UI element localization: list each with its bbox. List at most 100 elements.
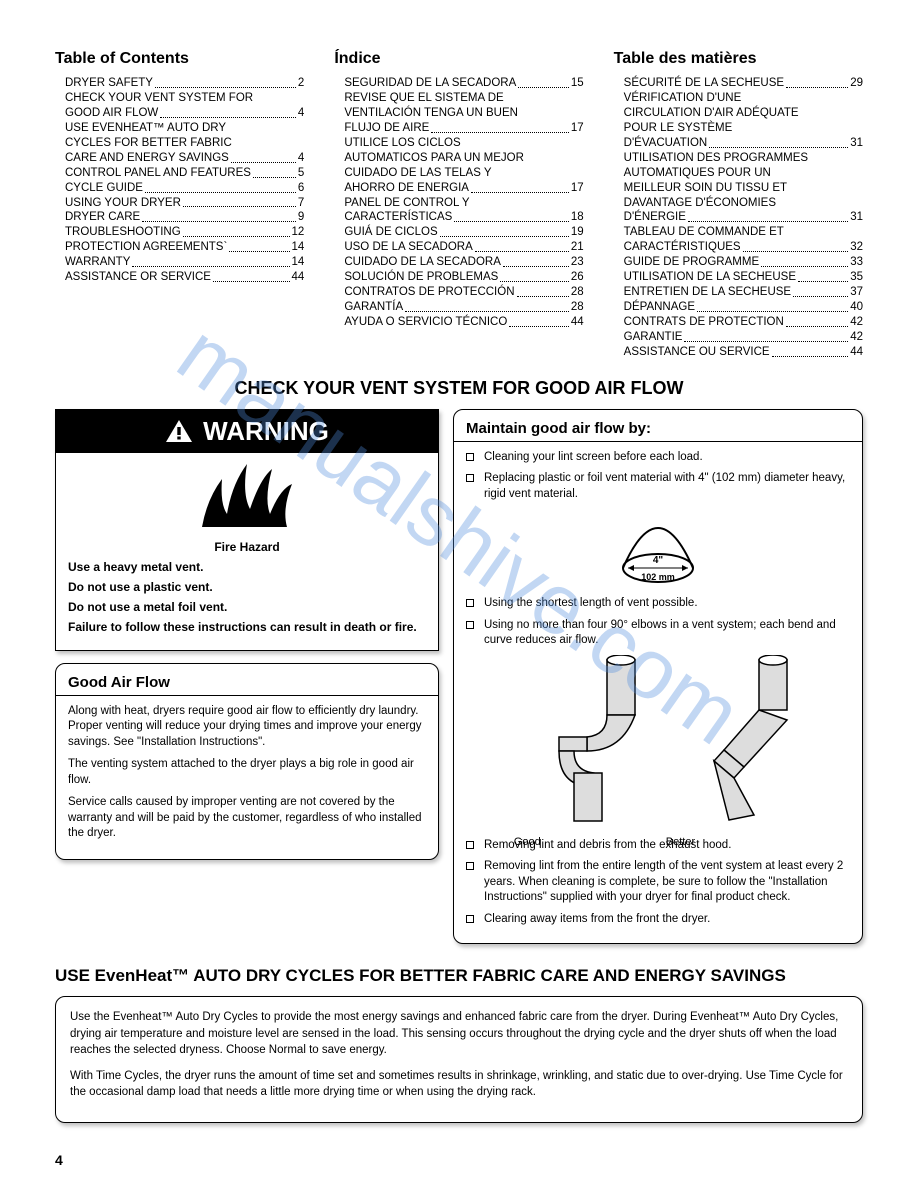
- warning-box: WARNING Fire Hazard Use a heavy metal ve…: [55, 409, 439, 651]
- evenheat-box: Use the Evenheat™ Auto Dry Cycles to pro…: [55, 996, 863, 1122]
- toc-item-page: 2: [298, 76, 304, 91]
- toc-item: AHORRO DE ENERGIA17: [334, 181, 583, 196]
- toc-leader-dots: [517, 296, 569, 297]
- toc-item-page: 6: [298, 181, 304, 196]
- toc-item: ASSISTANCE OU SERVICE44: [614, 345, 863, 360]
- toc-item: CHECK YOUR VENT SYSTEM FOR: [55, 91, 304, 106]
- toc-item: CARACTERÍSTICAS18: [334, 210, 583, 225]
- toc-item-label: UTILICE LOS CICLOS: [344, 136, 460, 151]
- square-bullet-icon: [466, 621, 474, 629]
- toc-item: GARANTIE42: [614, 330, 863, 345]
- toc-leader-dots: [454, 221, 569, 222]
- toc-leader-dots: [160, 117, 296, 118]
- toc-item: UTILISATION DE LA SECHEUSE35: [614, 270, 863, 285]
- toc-item: GARANTÍA28: [334, 300, 583, 315]
- toc-leader-dots: [229, 251, 289, 252]
- maintain-b6: Removing lint from the entire length of …: [484, 859, 850, 906]
- vent-two-panel: WARNING Fire Hazard Use a heavy metal ve…: [55, 409, 863, 945]
- toc-item: GOOD AIR FLOW4: [55, 106, 304, 121]
- toc-leader-dots: [688, 221, 848, 222]
- toc-leader-dots: [183, 206, 296, 207]
- toc-item-page: 33: [850, 255, 863, 270]
- toc-item-label: GUIÁ DE CICLOS: [344, 225, 437, 240]
- toc-leader-dots: [183, 236, 290, 237]
- toc-item: DÉPANNAGE 40: [614, 300, 863, 315]
- toc-item-label: ASSISTANCE OU SERVICE: [624, 345, 770, 360]
- vent-section-heading: CHECK YOUR VENT SYSTEM FOR GOOD AIR FLOW: [55, 378, 863, 399]
- warning-header: WARNING: [56, 410, 438, 453]
- toc-item-label: DÉPANNAGE: [624, 300, 695, 315]
- toc-item-label: AUTOMATIQUES POUR UN: [624, 166, 771, 181]
- warning-header-text: WARNING: [203, 416, 329, 447]
- warning-line-1: Use a heavy metal vent.: [68, 560, 426, 574]
- bullet-row: Replacing plastic or foil vent material …: [466, 471, 850, 502]
- page-number: 4: [55, 1152, 63, 1168]
- toc-item-page: 37: [850, 285, 863, 300]
- bullet-row: Clearing away items from the front the d…: [466, 912, 850, 928]
- toc-item: FLUJO DE AIRE17: [334, 121, 583, 136]
- toc-english: Table of Contents DRYER SAFETY2CHECK YOU…: [55, 50, 304, 360]
- toc-item-page: 4: [298, 151, 304, 166]
- evenheat-p1: Use the Evenheat™ Auto Dry Cycles to pro…: [70, 1009, 848, 1057]
- toc-leader-dots: [509, 326, 569, 327]
- good-air-flow-box: Good Air Flow Along with heat, dryers re…: [55, 663, 439, 860]
- toc-item-page: 14: [292, 255, 305, 270]
- toc-leader-dots: [440, 236, 569, 237]
- toc-item: GUIÁ DE CICLOS19: [334, 225, 583, 240]
- toc-item: AUTOMATICOS PARA UN MEJOR: [334, 151, 583, 166]
- toc-item: AUTOMATIQUES POUR UN: [614, 166, 863, 181]
- good-air-title: Good Air Flow: [68, 674, 426, 691]
- toc-item-page: 28: [571, 300, 584, 315]
- toc-item-label: REVISE QUE EL SISTEMA DE: [344, 91, 503, 106]
- toc-title-en: Table of Contents: [55, 50, 304, 68]
- toc-leader-dots: [697, 311, 848, 312]
- toc-item: POUR LE SYSTÈME: [614, 121, 863, 136]
- toc-item-page: 26: [571, 270, 584, 285]
- divider: [56, 695, 438, 696]
- toc-leader-dots: [743, 251, 849, 252]
- toc-item: CYCLE GUIDE 6: [55, 181, 304, 196]
- square-bullet-icon: [466, 915, 474, 923]
- maintain-box: Maintain good air flow by: Cleaning your…: [453, 409, 863, 945]
- maintain-title: Maintain good air flow by:: [466, 420, 850, 437]
- toc-item: TROUBLESHOOTING12: [55, 225, 304, 240]
- toc-item: TABLEAU DE COMMANDE ET: [614, 225, 863, 240]
- toc-item: GUIDE DE PROGRAMME33: [614, 255, 863, 270]
- maintain-b3: Using the shortest length of vent possib…: [484, 596, 698, 612]
- toc-leader-dots: [503, 266, 569, 267]
- toc-item: USO DE LA SECADORA21: [334, 240, 583, 255]
- good-elbow-icon: [552, 655, 642, 825]
- toc-item-label: DAVANTAGE D'ÉCONOMIES: [624, 196, 776, 211]
- toc-leader-dots: [500, 281, 569, 282]
- toc-leader-dots: [798, 281, 848, 282]
- toc-item: D'ÉVACUATION31: [614, 136, 863, 151]
- toc-leader-dots: [709, 147, 848, 148]
- toc-leader-dots: [793, 296, 848, 297]
- toc-item: WARRANTY14: [55, 255, 304, 270]
- toc-item-label: PROTECTION AGREEMENTS`: [65, 240, 227, 255]
- toc-leader-dots: [142, 221, 296, 222]
- left-stack: WARNING Fire Hazard Use a heavy metal ve…: [55, 409, 439, 945]
- square-bullet-icon: [466, 474, 474, 482]
- toc-item-page: 14: [292, 240, 305, 255]
- toc-item-label: POUR LE SYSTÈME: [624, 121, 733, 136]
- toc-item-label: ENTRETIEN DE LA SECHEUSE: [624, 285, 791, 300]
- toc-item: SÉCURITÉ DE LA SECHEUSE29: [614, 76, 863, 91]
- alert-triangle-icon: [165, 419, 193, 443]
- toc-item-label: CYCLE GUIDE: [65, 181, 143, 196]
- toc-item-label: MEILLEUR SOIN DU TISSU ET: [624, 181, 787, 196]
- toc-item-page: 21: [571, 240, 584, 255]
- toc-item-label: VÉRIFICATION D'UNE: [624, 91, 742, 106]
- good-air-p3: Service calls caused by improper venting…: [68, 795, 426, 842]
- better-elbow-icon: [704, 655, 794, 825]
- toc-item-label: CONTROL PANEL AND FEATURES: [65, 166, 251, 181]
- toc-leader-dots: [213, 281, 290, 282]
- toc-item-page: 18: [571, 210, 584, 225]
- toc-item: SEGURIDAD DE LA SECADORA15: [334, 76, 583, 91]
- toc-item-label: USING YOUR DRYER: [65, 196, 181, 211]
- toc-item-page: 44: [292, 270, 305, 285]
- bullet-row: Removing lint from the entire length of …: [466, 859, 850, 906]
- toc-item-page: 40: [850, 300, 863, 315]
- toc-leader-dots: [786, 87, 848, 88]
- toc-item-label: D'ÉVACUATION: [624, 136, 708, 151]
